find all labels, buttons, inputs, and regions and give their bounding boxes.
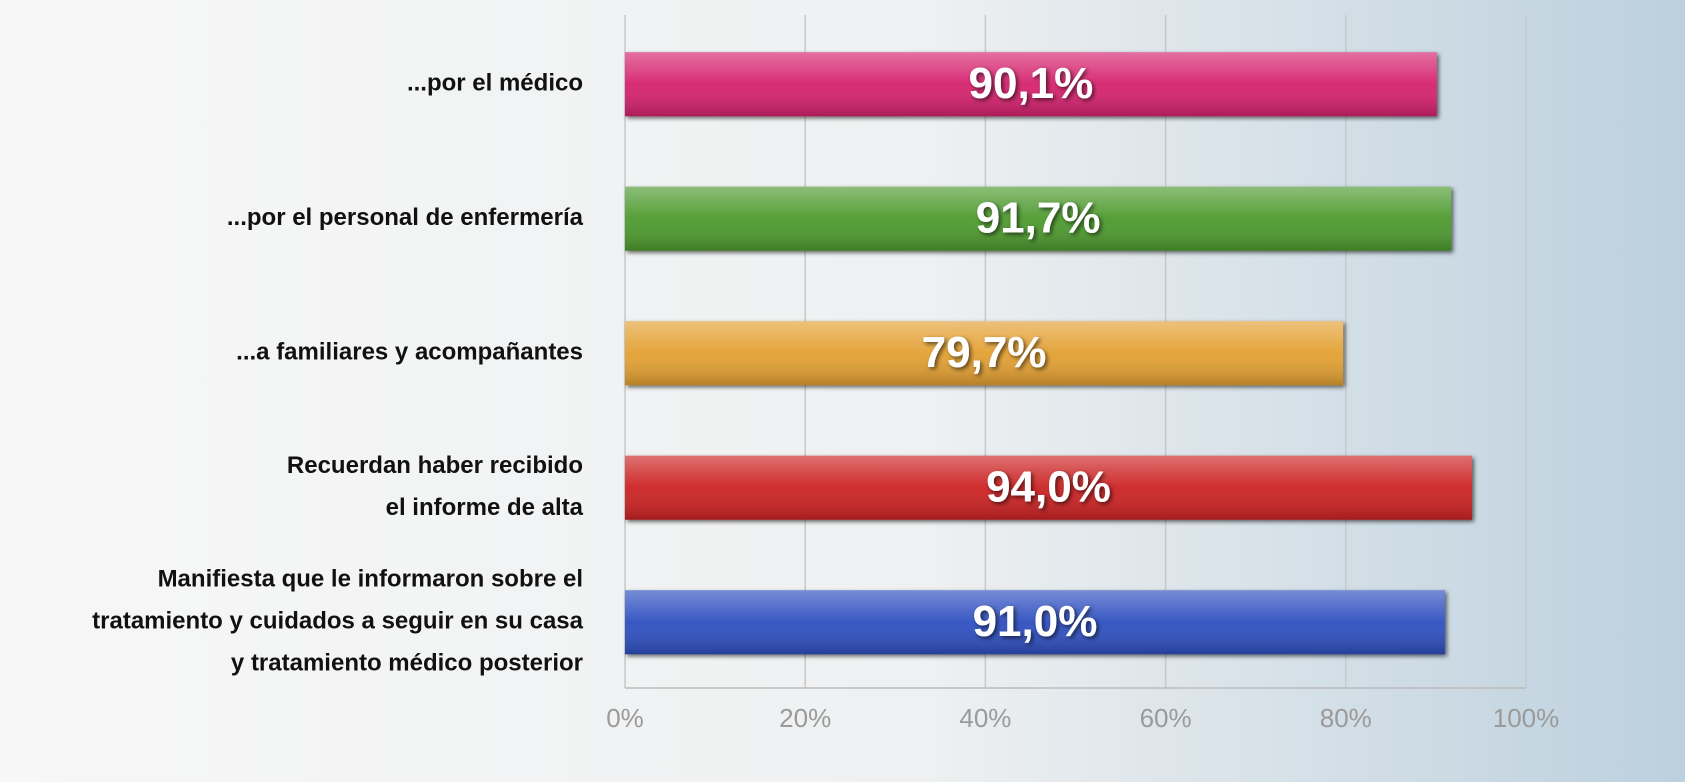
y-tick-label: ...por el personal de enfermería <box>227 204 584 231</box>
value-label: 91,7% <box>976 193 1101 242</box>
bar-gloss <box>625 455 1472 520</box>
x-tick-label: 40% <box>959 703 1011 733</box>
x-tick-label: 100% <box>1493 703 1560 733</box>
bar-gloss <box>625 52 1437 117</box>
bar-gloss <box>625 321 1344 386</box>
y-tick-label: Recuerdan haber recibido <box>287 452 583 479</box>
y-tick-label: el informe de alta <box>386 494 584 521</box>
value-label: 79,7% <box>922 328 1047 377</box>
y-tick-label: ...a familiares y acompañantes <box>236 339 583 366</box>
x-tick-label: 60% <box>1140 703 1192 733</box>
y-tick-label: tratamiento y cuidados a seguir en su ca… <box>92 608 583 635</box>
value-label: 90,1% <box>969 59 1094 108</box>
x-tick-label: 0% <box>606 703 644 733</box>
y-tick-label: Manifiesta que le informaron sobre el <box>158 566 583 593</box>
x-tick-label: 20% <box>779 703 831 733</box>
value-label: 91,0% <box>973 597 1098 646</box>
x-tick-label: 80% <box>1320 703 1372 733</box>
bar-gloss <box>625 186 1452 251</box>
y-tick-label: y tratamiento médico posterior <box>231 650 583 677</box>
value-label: 94,0% <box>986 462 1111 511</box>
y-tick-label: ...por el médico <box>407 70 583 97</box>
bar-gloss <box>625 590 1445 655</box>
